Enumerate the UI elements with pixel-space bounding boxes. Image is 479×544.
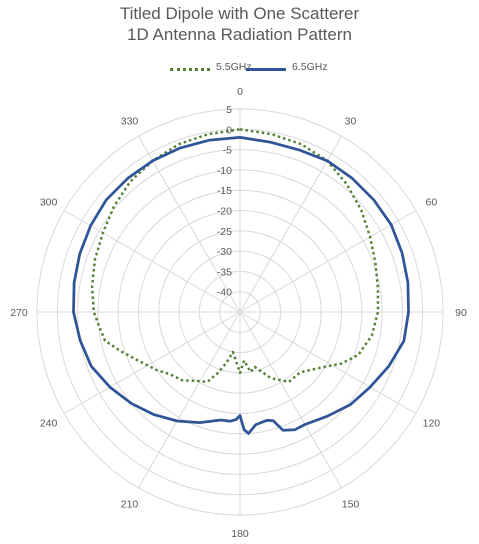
angle-label: 120	[423, 418, 441, 430]
radial-tick-label: -10	[217, 165, 232, 177]
legend-swatch-5-5ghz	[170, 68, 210, 71]
grid-spoke	[239, 311, 342, 489]
radial-tick-label: -15	[217, 185, 232, 197]
radial-tick-label: -5	[223, 145, 232, 157]
grid-spoke	[63, 311, 241, 414]
angle-label: 150	[342, 498, 360, 510]
angle-label: 90	[455, 307, 467, 319]
angle-label: 180	[231, 528, 249, 540]
legend-swatch-6-5ghz	[246, 68, 286, 71]
grid-spoke	[239, 311, 417, 414]
chart-legend: 5.5GHz 6.5GHz	[0, 61, 479, 77]
legend-label-6-5ghz: 6.5GHz	[292, 61, 328, 73]
radial-tick-label: 5	[226, 104, 232, 116]
radial-tick-label: 0	[226, 124, 232, 136]
grid-spoke	[239, 210, 417, 313]
grid-spoke	[239, 135, 342, 313]
angle-label: 30	[345, 116, 357, 128]
angle-label: 210	[121, 498, 139, 510]
angle-label: 0	[237, 86, 243, 98]
angle-label: 270	[10, 307, 28, 319]
angle-label: 300	[40, 197, 58, 209]
chart-subtitle: 1D Antenna Radiation Pattern	[127, 25, 352, 44]
grid-spoke	[138, 135, 241, 313]
series-line-5-5ghz	[90, 128, 380, 384]
grid-spoke	[138, 311, 241, 489]
radial-tick-label: -30	[217, 246, 232, 258]
radial-tick-label: -40	[217, 287, 232, 299]
radial-tick-label: -35	[217, 266, 232, 278]
legend-label-5-5ghz: 5.5GHz	[216, 61, 252, 73]
angle-label: 60	[426, 197, 438, 209]
radial-tick-label: -20	[217, 206, 232, 218]
angle-label: 240	[40, 418, 58, 430]
series-line-6-5ghz	[72, 136, 410, 435]
angle-label: 330	[121, 116, 139, 128]
grid-spoke	[63, 210, 241, 313]
chart-title: Titled Dipole with One Scatterer	[119, 4, 360, 23]
radial-tick-label: -25	[217, 226, 232, 238]
